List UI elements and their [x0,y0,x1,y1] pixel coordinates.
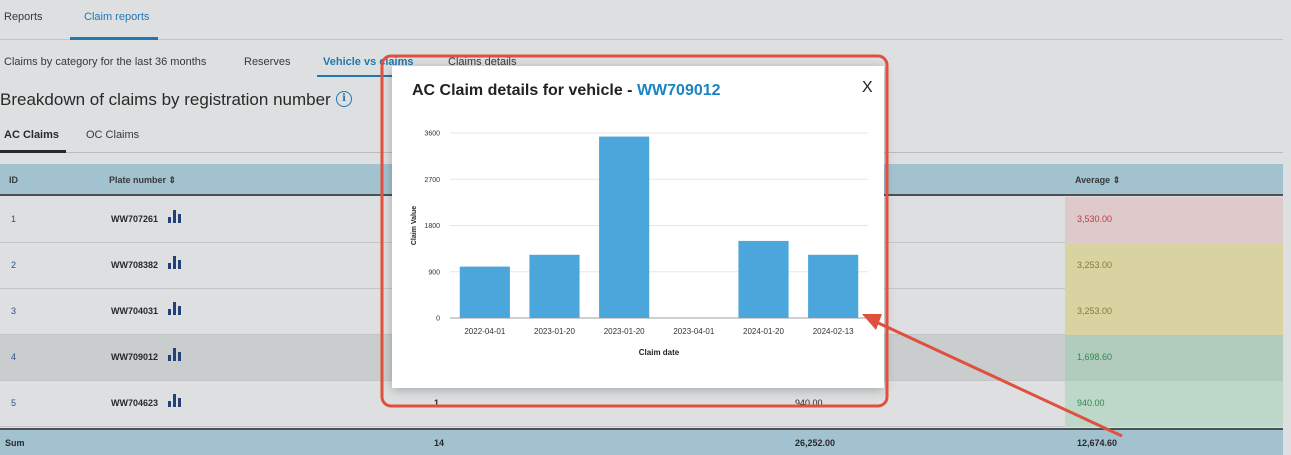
chart-bars-icon[interactable] [168,347,182,361]
x-tick-label: 2023-04-01 [673,327,714,336]
row-id: 1 [11,214,17,224]
subtab-reserves[interactable]: Reserves [244,56,291,68]
y-tick-label: 1800 [424,223,440,230]
y-axis-label: Claim Value [411,206,418,245]
average-cell: 1,698.60 [1065,335,1283,381]
row-id: 3 [11,306,17,316]
row-average: 3,253.00 [1077,306,1113,316]
top-tab-bar: Reports Claim reports [0,0,1283,40]
x-tick-label: 2023-01-20 [534,327,575,336]
page-title: Breakdown of claims by registration numb… [0,90,331,109]
row-plate-number: WW704623 [111,398,159,408]
sum-count: 14 [434,438,445,448]
x-tick-label: 2022-04-01 [464,327,505,336]
average-cell: 3,530.00 [1065,197,1283,243]
row-plate-number: WW707261 [111,214,159,224]
chart-bar [599,136,650,318]
chart-bars-icon[interactable] [168,393,182,407]
chart-bars-icon[interactable] [168,255,182,269]
y-tick-label: 900 [428,269,440,276]
info-icon[interactable]: i [336,91,352,107]
x-tick-label: 2024-02-13 [813,327,854,336]
x-tick-label: 2023-01-20 [604,327,645,336]
row-average: 3,530.00 [1077,214,1113,224]
sum-row: Sum 14 26,252.00 12,674.60 [0,428,1283,455]
row-claim-count: 1 [434,398,440,408]
active-claim-tab-indicator [0,150,66,153]
y-tick-label: 0 [436,316,440,323]
sum-label: Sum [5,438,25,448]
tab-claim-reports[interactable]: Claim reports [84,11,150,23]
chart-bars-icon[interactable] [168,301,182,315]
chart-bar [808,254,859,318]
average-cell: 940.00 [1065,381,1283,427]
header-id[interactable]: ID [9,175,18,185]
claim-details-modal: AC Claim details for vehicle - WW709012 … [392,66,884,388]
row-average: 940.00 [1077,398,1105,408]
header-plate-number[interactable]: Plate number ⇕ [109,175,177,185]
chart-bar [459,266,510,318]
tab-reports[interactable]: Reports [4,11,43,23]
active-subtab-indicator [317,75,417,77]
y-tick-label: 3600 [424,131,440,138]
modal-title-prefix: AC Claim details for vehicle - [412,82,637,99]
chart-bar [529,254,580,318]
header-average[interactable]: Average ⇕ [1075,175,1121,185]
chart-bars-icon[interactable] [168,209,182,223]
row-claim-total: 940.00 [795,398,823,408]
row-average: 3,253.00 [1077,260,1113,270]
y-tick-label: 2700 [424,177,440,184]
subtab-claims-by-category[interactable]: Claims by category for the last 36 month… [4,56,207,68]
modal-title: AC Claim details for vehicle - WW709012 [412,82,721,100]
chart-bar [738,240,789,318]
average-cell: 3,253.00 [1065,243,1283,289]
close-icon[interactable]: X [862,79,873,96]
modal-vehicle-id: WW709012 [636,82,721,99]
average-cell: 3,253.00 [1065,289,1283,335]
tab-oc-claims[interactable]: OC Claims [86,129,140,141]
tab-ac-claims[interactable]: AC Claims [4,129,60,141]
active-tab-indicator [70,37,158,40]
x-axis-label: Claim date [639,348,680,357]
row-id: 5 [11,398,17,408]
x-tick-label: 2024-01-20 [743,327,784,336]
row-id: 2 [11,260,17,270]
row-plate-number: WW709012 [111,352,159,362]
sum-total: 26,252.00 [795,438,836,448]
sum-average: 12,674.60 [1077,438,1118,448]
row-average: 1,698.60 [1077,352,1113,362]
row-plate-number: WW708382 [111,260,159,270]
row-id: 4 [11,352,17,362]
claims-bar-chart: 0 900 1800 2700 3600 2022-04-01 2023-01-20 2023… [411,131,868,357]
row-plate-number: WW704031 [111,306,159,316]
